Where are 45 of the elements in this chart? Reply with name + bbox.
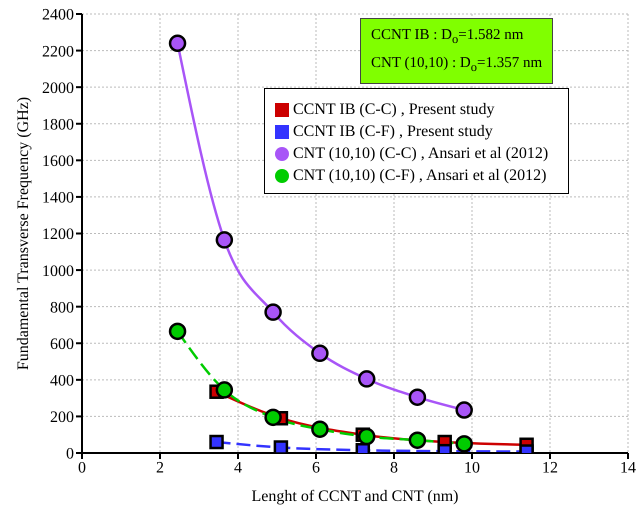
y-tick-label: 2000	[42, 80, 74, 97]
y-tick-label: 2400	[42, 6, 74, 24]
x-tick-label: 6	[312, 459, 320, 476]
legend-label: CNT (10,10) (C-C) , Ansari et al (2012)	[293, 145, 548, 162]
legend-label: CNT (10,10) (C-F) , Ansari et al (2012)	[293, 167, 546, 184]
point	[455, 435, 473, 453]
x-tick-label: 4	[234, 459, 242, 476]
x-tick-label: 2	[156, 459, 164, 476]
point	[264, 303, 282, 321]
y-tick-label: 0	[66, 446, 74, 463]
y-tick-label: 400	[50, 372, 74, 390]
x-tick-label: 8	[390, 459, 398, 476]
annotation: CNT (10,10) : D$_{o}$=1.357 nm	[371, 54, 542, 76]
point	[358, 428, 376, 446]
x-tick-label: 0	[78, 459, 86, 476]
x-axis-title: Lenght of CCNT and CNT (nm)	[252, 488, 458, 505]
point	[408, 388, 426, 406]
legend-label: CCNT IB (C-F) , Present study	[293, 123, 493, 140]
y-tick-label: 1600	[42, 153, 74, 170]
y-tick-label: 200	[50, 409, 74, 426]
point	[358, 370, 376, 388]
y-tick-label: 1400	[42, 190, 74, 207]
y-tick-label: 600	[50, 336, 74, 353]
point	[168, 322, 186, 340]
x-tick-label: 10	[464, 459, 480, 476]
y-tick-label: 1000	[42, 262, 74, 280]
y-axis-title: Fundamental Transverse Frequency (GHz)	[15, 96, 32, 370]
y-tick-label: 1800	[42, 116, 74, 134]
point	[408, 431, 426, 449]
annotation: CCNT IB : D$_{o}$=1.582 nm	[371, 26, 524, 48]
point	[216, 231, 234, 249]
point	[168, 34, 186, 52]
point	[274, 440, 288, 453]
point	[311, 344, 329, 362]
x-tick-label: 14	[620, 459, 636, 476]
y-tick-label: 2200	[42, 43, 74, 60]
point	[216, 381, 234, 399]
point	[264, 408, 282, 426]
point	[311, 420, 329, 438]
legend-label: CCNT IB (C-C) , Present study	[293, 101, 494, 118]
x-tick-label: 12	[542, 459, 558, 476]
point	[455, 401, 473, 419]
y-tick-label: 800	[50, 299, 74, 316]
y-tick-label: 1200	[42, 226, 74, 244]
point	[209, 434, 224, 450]
